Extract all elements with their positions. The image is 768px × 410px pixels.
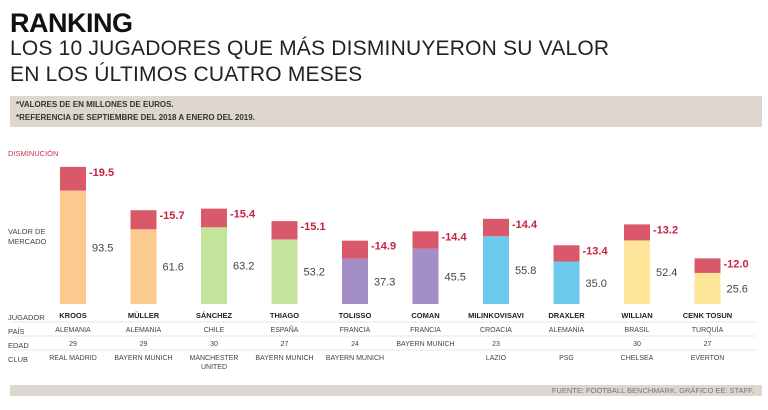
value-label: 37.3 [374, 276, 395, 288]
player-age: 27 [281, 341, 289, 348]
player-club: BAYERN MUNICH [396, 341, 454, 348]
decrease-bar [412, 231, 439, 249]
player-name: COMAN [411, 311, 439, 320]
player-name: DRAXLER [548, 311, 585, 320]
decrease-label: -14.4 [512, 219, 538, 231]
player-club-line2: UNITED [201, 364, 227, 371]
value-bar [694, 272, 721, 304]
player-age: 30 [210, 341, 218, 348]
row-label-club: CLUB [8, 355, 29, 364]
decrease-label: -12.0 [724, 258, 749, 270]
decrease-bar [553, 245, 580, 262]
decrease-label: -15.7 [160, 210, 185, 222]
player-country: CROACIA [480, 327, 512, 334]
value-label: 25.6 [727, 283, 748, 295]
decrease-bar [624, 224, 650, 241]
player-country: ALEMANIA [55, 327, 91, 334]
player-country: FRANCIA [340, 327, 371, 334]
player-country: CHILE [204, 327, 225, 334]
kicker-title: RANKING [10, 8, 133, 38]
note-reference: *REFERENCIA DE SEPTIEMBRE DEL 2018 A ENE… [16, 113, 255, 122]
value-label: 61.6 [163, 262, 184, 274]
value-bar [271, 239, 298, 304]
decrease-bar [130, 210, 157, 230]
player-club: BAYERN MUNICH [255, 355, 313, 362]
decrease-legend-label: DISMINUCIÓN [8, 149, 59, 158]
value-bar [553, 261, 580, 304]
player-name: WILLIAN [621, 311, 652, 320]
value-label: 63.2 [233, 261, 254, 273]
value-label: 93.5 [92, 242, 113, 254]
player-country: TURQUÍA [692, 325, 724, 334]
player-age: 24 [351, 341, 359, 348]
decrease-bar [60, 166, 86, 191]
player-country: ESPAÑA [271, 325, 299, 334]
player-age: 29 [140, 341, 148, 348]
value-label: 53.2 [304, 267, 325, 279]
value-label: 52.4 [656, 267, 677, 279]
player-country: ALEMANIA [126, 327, 162, 334]
player-club: CHELSEA [621, 355, 654, 362]
decrease-label: -14.4 [442, 231, 468, 243]
decrease-label: -15.4 [230, 209, 256, 221]
row-label-country: PAÍS [8, 327, 25, 336]
value-bar [130, 229, 157, 304]
row-label-age: EDAD [8, 341, 29, 350]
player-club: EVERTON [691, 355, 725, 362]
decrease-label: -19.5 [89, 167, 114, 179]
player-name: MILINKOVISAVI [468, 311, 524, 320]
player-age: 23 [492, 341, 500, 348]
value-legend-label-2: MERCADO [8, 237, 47, 246]
value-bar [412, 248, 439, 304]
player-club: PSG [559, 355, 574, 362]
decrease-bar [694, 258, 721, 273]
notes-box: *VALORES DE EN MILLONES DE EUROS. *REFER… [10, 96, 762, 127]
footer-bar: FUENTE: FOOTBALL BENCHMARK. GRÁFICO EE: … [10, 385, 762, 396]
headline-line-1: LOS 10 JUGADORES QUE MÁS DISMINUYERON SU… [10, 37, 610, 60]
decrease-label: -15.1 [301, 221, 326, 233]
decrease-label: -14.9 [371, 241, 396, 253]
player-club: BAYERN MUNICH [326, 355, 384, 362]
player-country: ALEMANIA [549, 327, 585, 334]
player-name: MÜLLER [128, 311, 160, 320]
player-age: 29 [69, 341, 77, 348]
source-credit: FUENTE: FOOTBALL BENCHMARK. GRÁFICO EE: … [551, 386, 754, 395]
value-bar [342, 258, 368, 304]
decrease-bar [342, 240, 368, 259]
decrease-bar [483, 218, 509, 237]
player-club: LAZIO [486, 355, 507, 362]
value-bar [201, 227, 227, 304]
player-name: SÁNCHEZ [196, 311, 233, 320]
player-country: BRASIL [625, 327, 650, 334]
player-country: FRANCIA [410, 327, 441, 334]
decrease-bar [201, 208, 227, 228]
player-name: THIAGO [270, 311, 299, 320]
player-club: MANCHESTER [189, 355, 238, 362]
value-label: 55.8 [515, 265, 536, 277]
player-name: TOLISSO [339, 311, 372, 320]
player-name: CENK TOSUN [683, 311, 732, 320]
value-bar [624, 240, 650, 304]
decrease-bar [271, 221, 298, 240]
headline-line-2: EN LOS ÚLTIMOS CUATRO MESES [10, 63, 363, 86]
value-legend-label-1: VALOR DE [8, 227, 46, 236]
player-club: REAL MADRID [49, 355, 97, 362]
value-label: 35.0 [586, 278, 607, 290]
note-units: *VALORES DE EN MILLONES DE EUROS. [16, 100, 174, 109]
decrease-label: -13.4 [583, 245, 609, 257]
player-name: KROOS [59, 311, 87, 320]
row-label-player: JUGADOR [8, 313, 45, 322]
value-label: 45.5 [445, 271, 466, 283]
player-age: 30 [633, 341, 641, 348]
value-bar [60, 190, 86, 304]
value-bar [483, 236, 509, 304]
player-club: BAYERN MUNICH [114, 355, 172, 362]
decrease-label: -13.2 [653, 224, 678, 236]
player-age: 27 [704, 341, 712, 348]
